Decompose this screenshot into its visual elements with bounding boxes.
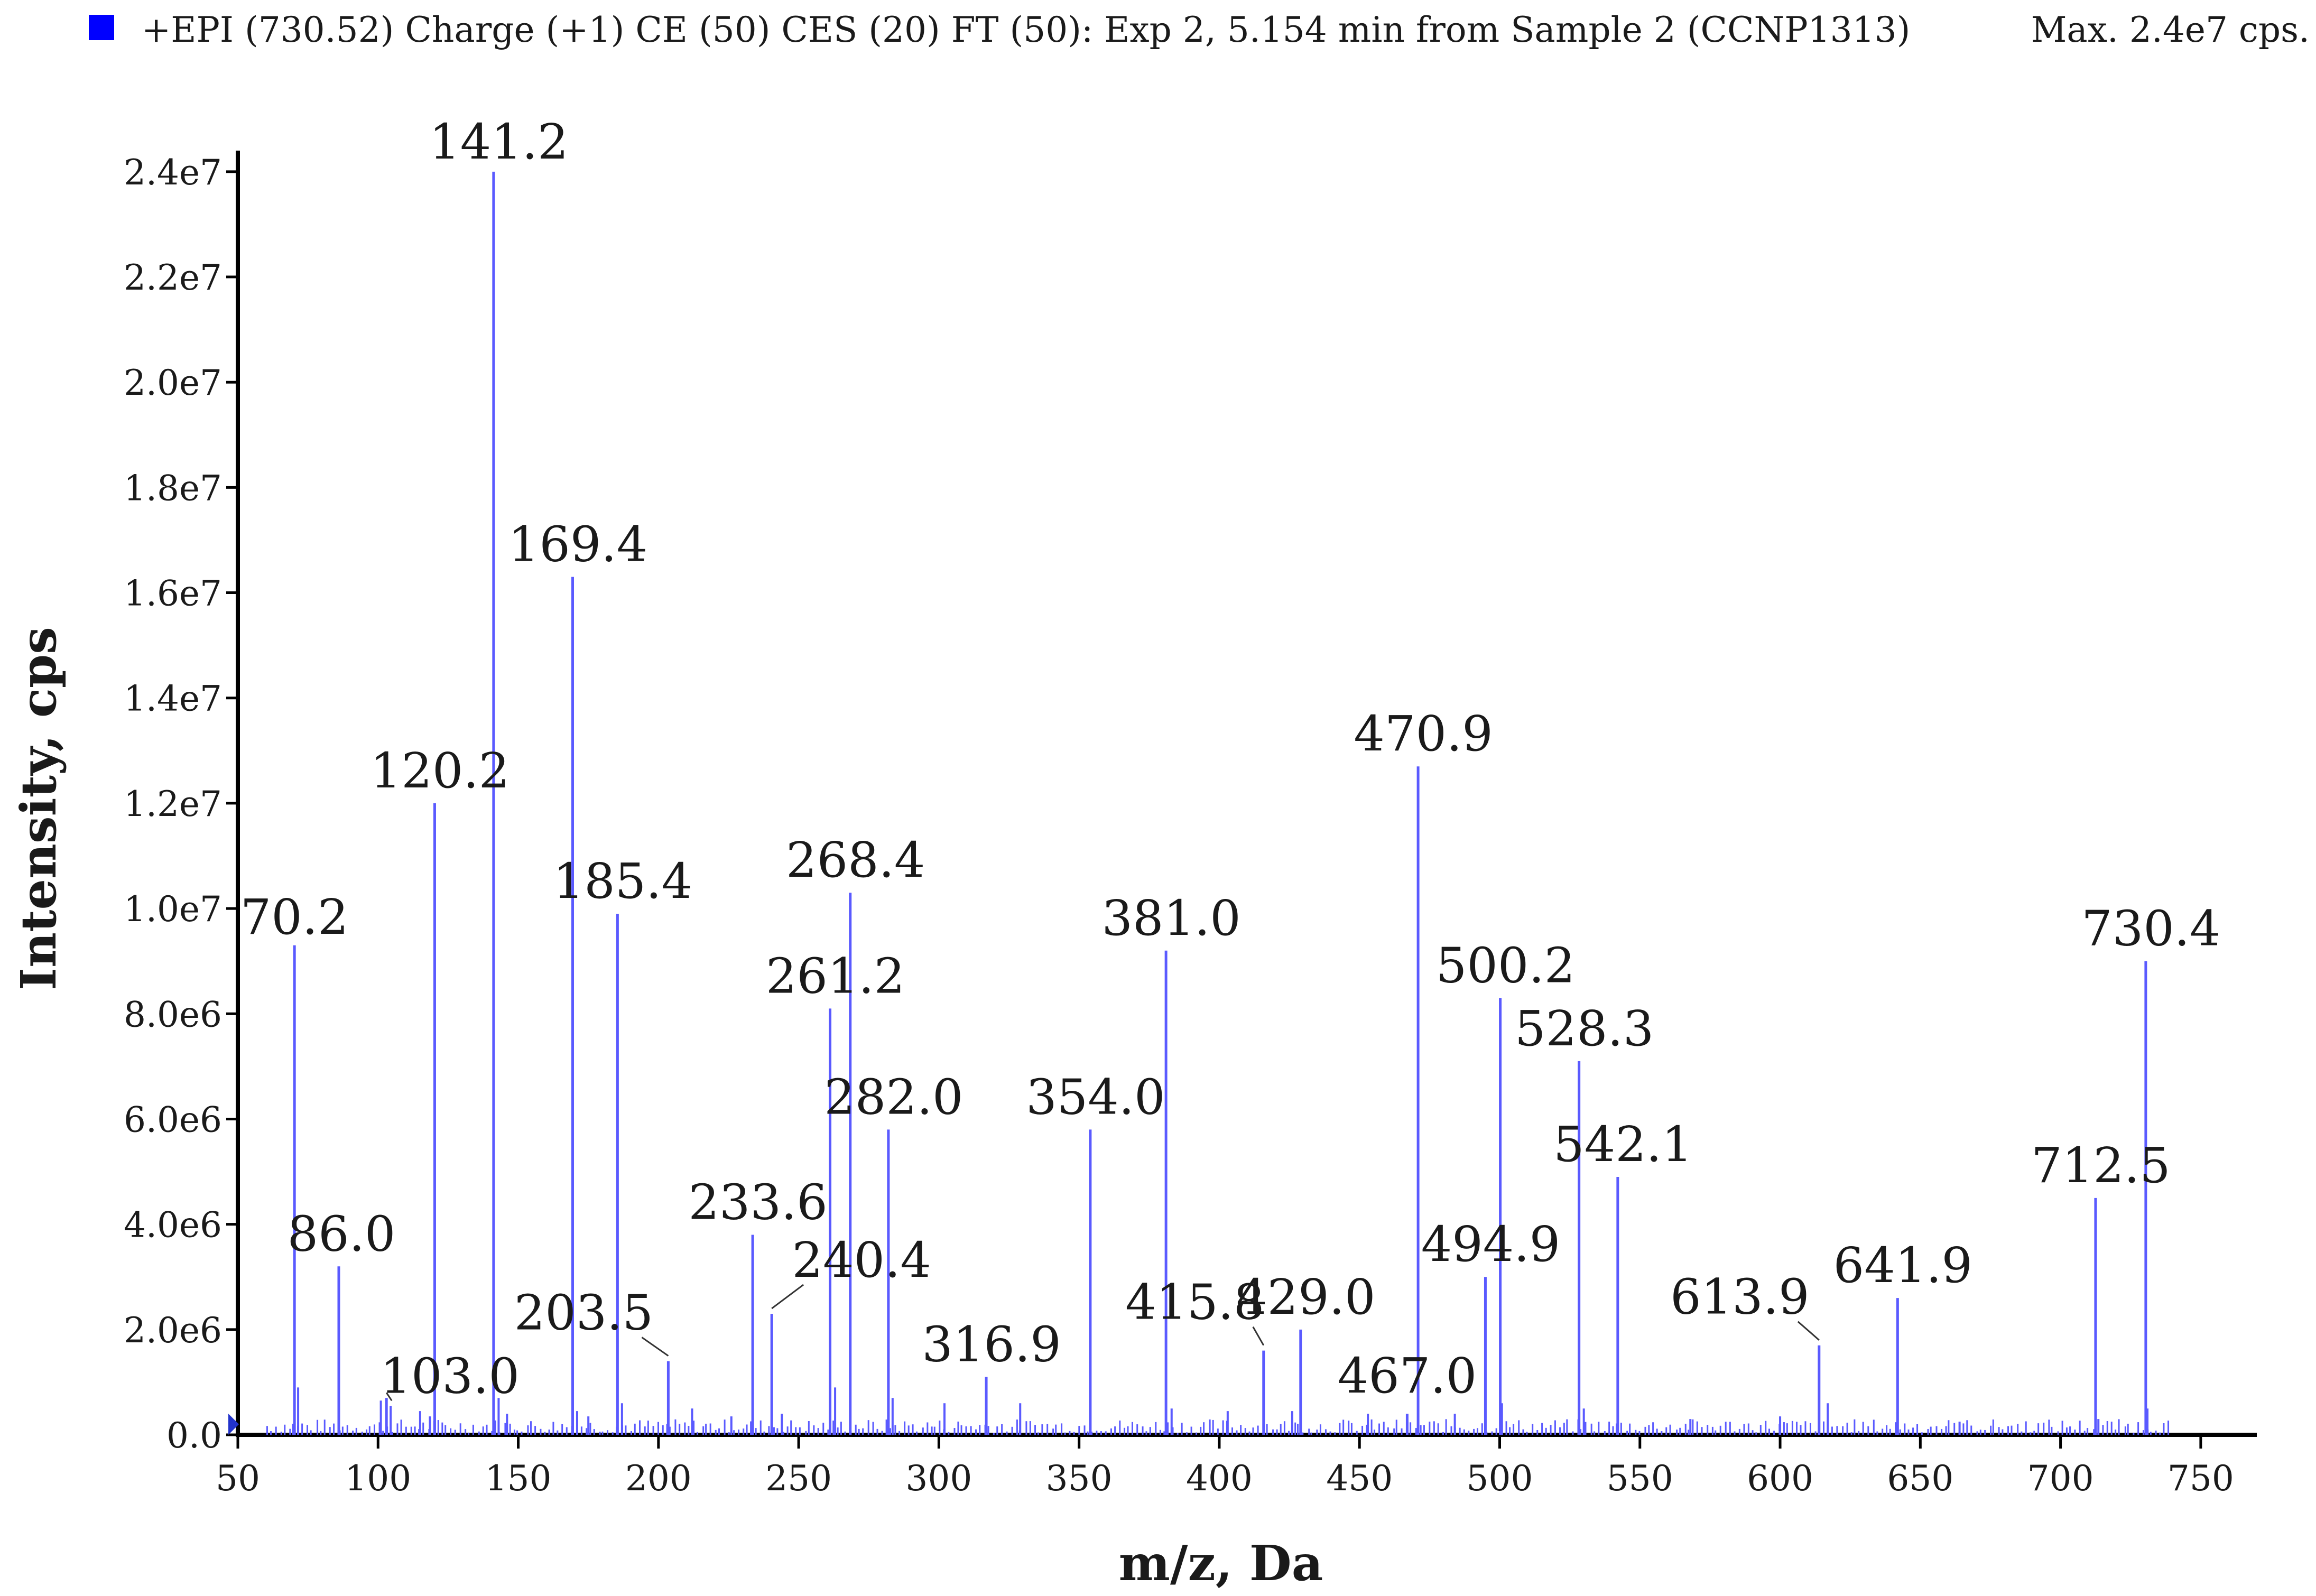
y-tick-label: 2.4e7 [124,152,222,193]
y-tick-label: 8.0e6 [124,994,222,1035]
peak-label: 467.0 [1338,1348,1477,1404]
series-legend-swatch [89,15,114,40]
x-tick-label: 200 [625,1458,692,1499]
peak-label: 470.9 [1354,706,1493,762]
peak-leader-line [641,1337,669,1357]
peak-label: 86.0 [288,1205,396,1262]
chart-axes: 50 100 150 200 250 300 350 400 450 500 550 600 650 70… [10,151,2257,1592]
y-tick-label: 1.6e7 [124,573,222,614]
peak-label: 233.6 [688,1174,827,1231]
origin-marker-icon [228,1414,239,1435]
y-tick-label: 1.8e7 [124,468,222,508]
peak-label: 528.3 [1515,1000,1654,1057]
y-tick-label: 2.0e6 [124,1310,222,1351]
peak-leader-line [1252,1326,1265,1346]
y-tick-label: 0.0 [166,1415,222,1456]
peak-label: 185.4 [553,853,692,910]
y-tick-label: 6.0e6 [124,1099,222,1140]
peak-label: 268.4 [786,832,925,888]
peak-label: 354.0 [1026,1069,1165,1125]
chart-header: +EPI (730.52) Charge (+1) CE (50) CES (2… [0,0,2316,74]
y-tick-label: 2.0e7 [124,363,222,403]
peak-label: 240.4 [792,1232,931,1288]
x-tick-label: 700 [2027,1458,2094,1499]
peak-label: 613.9 [1670,1269,1809,1325]
peak-label: 542.1 [1553,1116,1692,1173]
peak-leader-line [385,1392,393,1402]
max-intensity-label: Max. 2.4e7 cps. [2031,10,2310,50]
peak-label: 415.8 [1125,1274,1264,1331]
y-tick-label: 1.0e7 [124,889,222,930]
x-tick-label: 350 [1046,1458,1113,1499]
x-tick-label: 600 [1747,1458,1813,1499]
peak-label: 641.9 [1833,1237,1972,1294]
peak-label: 120.2 [370,743,509,799]
peak-label: 494.9 [1421,1216,1560,1273]
x-tick-label: 650 [1887,1458,1953,1499]
x-axis-title: m/z, Da [1119,1535,1323,1592]
peak-label: 203.5 [514,1285,653,1341]
y-tick-label: 1.4e7 [124,679,222,719]
peak-label: 261.2 [766,948,905,1004]
x-tick-label: 500 [1467,1458,1533,1499]
y-tick-label: 2.2e7 [124,257,222,298]
peak-label: 712.5 [2031,1137,2170,1194]
peak-label: 381.0 [1101,890,1240,947]
peak-label: 316.9 [922,1316,1061,1372]
y-tick-label: 4.0e6 [124,1205,222,1246]
peak-label: 429.0 [1236,1269,1375,1325]
peak-label: 500.2 [1436,937,1575,994]
peak-label: 282.0 [824,1069,963,1125]
peak-label: 141.2 [429,114,568,170]
x-tick-label: 750 [2167,1458,2234,1499]
y-axis-title: Intensity, cps [10,627,67,990]
x-tick-label: 300 [905,1458,972,1499]
spectrum-title: +EPI (730.52) Charge (+1) CE (50) CES (2… [142,10,1911,50]
peaks-layer [266,171,2170,1435]
peak-label: 70.2 [240,889,349,945]
peak-label: 103.0 [380,1348,519,1404]
peak-label: 730.4 [2081,901,2220,957]
x-tick-label: 100 [345,1458,411,1499]
x-tick-label: 550 [1607,1458,1673,1499]
x-tick-label: 150 [485,1458,552,1499]
y-tick-label: 1.2e7 [124,784,222,824]
peak-leader-line [1797,1321,1820,1341]
x-tick-label: 450 [1326,1458,1393,1499]
x-tick-label: 250 [765,1458,832,1499]
peak-leader-line [771,1284,804,1310]
peak-label: 169.4 [508,516,647,573]
x-tick-label: 50 [216,1458,260,1499]
x-tick-label: 400 [1186,1458,1253,1499]
peak-labels-layer: 70.2 86.0 103.0 120.2 141.2 169.4 185.4 203.5 23… [240,114,2221,1404]
